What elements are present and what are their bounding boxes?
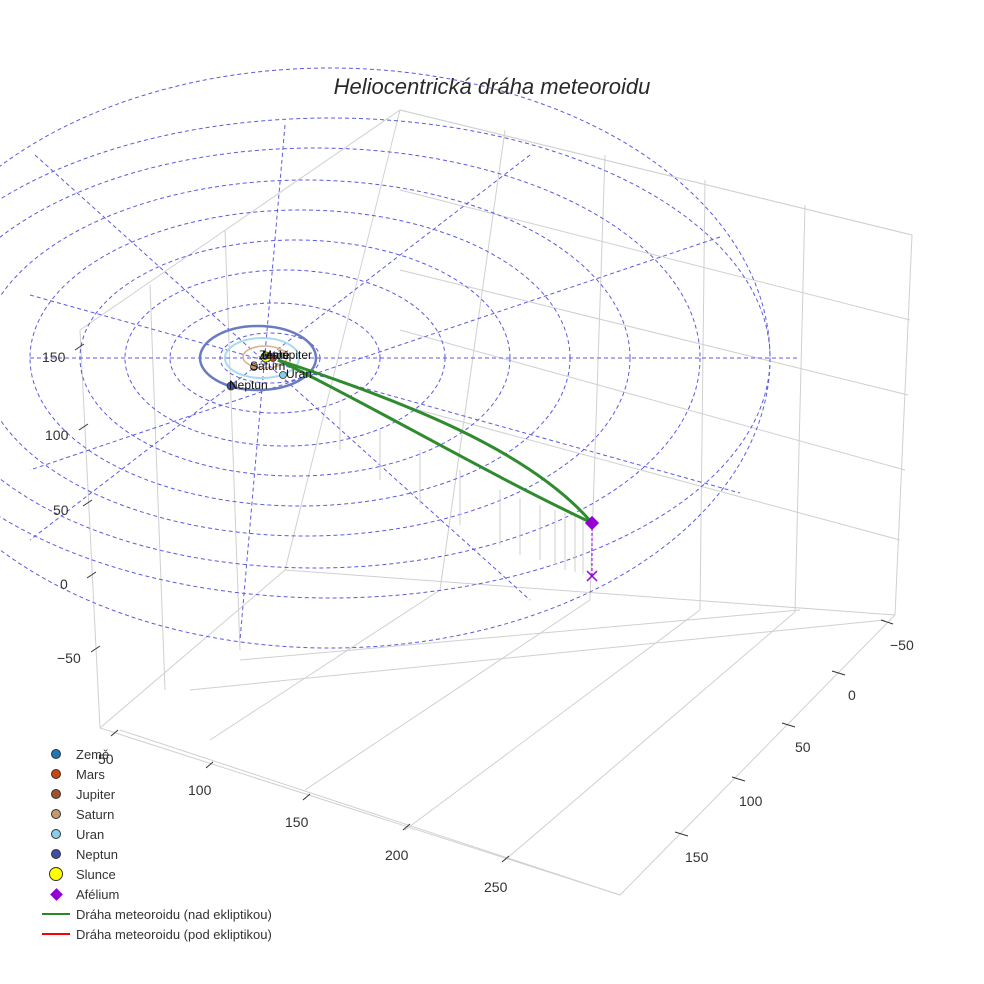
x-axis-labels: 50 100 150 200 250 bbox=[98, 751, 508, 895]
svg-text:50: 50 bbox=[98, 751, 114, 767]
legend-item-orbit-above[interactable]: Dráha meteoroidu (nad ekliptikou) bbox=[36, 904, 272, 924]
legend-item-orbit-below[interactable]: Dráha meteoroidu (pod ekliptikou) bbox=[36, 924, 272, 944]
jupiter-dot-icon bbox=[51, 789, 61, 799]
svg-text:250: 250 bbox=[484, 879, 508, 895]
legend-item-zeme[interactable]: Země bbox=[36, 744, 272, 764]
svg-text:100: 100 bbox=[739, 793, 763, 809]
legend: Země Mars Jupiter Saturn Uran Neptun Slu… bbox=[36, 744, 272, 944]
saturn-dot-icon bbox=[51, 809, 61, 819]
svg-text:100: 100 bbox=[188, 782, 212, 798]
svg-text:200: 200 bbox=[385, 847, 409, 863]
aphelion-marker[interactable] bbox=[584, 515, 600, 531]
chart-title: Heliocentrická dráha meteoroidu bbox=[333, 74, 651, 99]
legend-item-uran[interactable]: Uran bbox=[36, 824, 272, 844]
zeme-dot-icon bbox=[51, 749, 61, 759]
svg-text:150: 150 bbox=[685, 849, 709, 865]
legend-item-mars[interactable]: Mars bbox=[36, 764, 272, 784]
z-axis-labels: 150 100 50 0 −50 bbox=[42, 349, 81, 666]
uran-dot-icon bbox=[51, 829, 61, 839]
axis-grid bbox=[79, 109, 913, 896]
planet-markers[interactable] bbox=[226, 351, 287, 391]
svg-text:−50: −50 bbox=[890, 637, 914, 653]
legend-item-afelium[interactable]: Afélium bbox=[36, 884, 272, 904]
green-line-icon bbox=[42, 913, 70, 915]
svg-text:−50: −50 bbox=[57, 650, 81, 666]
svg-text:0: 0 bbox=[60, 576, 68, 592]
red-line-icon bbox=[42, 933, 70, 935]
svg-text:0: 0 bbox=[848, 687, 856, 703]
legend-item-neptun[interactable]: Neptun bbox=[36, 844, 272, 864]
svg-text:Země: Země bbox=[259, 348, 290, 362]
mars-dot-icon bbox=[51, 769, 61, 779]
x-axis-ticks bbox=[110, 729, 510, 863]
sun-dot-icon bbox=[49, 867, 63, 881]
svg-text:50: 50 bbox=[53, 502, 69, 518]
planet-orbits bbox=[198, 324, 318, 392]
svg-text:150: 150 bbox=[42, 349, 66, 365]
neptun-dot-icon bbox=[51, 849, 61, 859]
svg-text:Mars: Mars bbox=[262, 348, 289, 362]
svg-text:Saturn: Saturn bbox=[250, 359, 285, 373]
planet-labels: Země Mars Jupiter Saturn Uran Neptun bbox=[229, 348, 312, 392]
projection-lines bbox=[339, 410, 584, 574]
y-axis-labels: −50 0 50 100 150 bbox=[685, 637, 914, 865]
meteoroid-orbit[interactable] bbox=[277, 358, 594, 525]
saturn-marker bbox=[250, 363, 258, 371]
legend-item-jupiter[interactable]: Jupiter bbox=[36, 784, 272, 804]
svg-text:150: 150 bbox=[285, 814, 309, 830]
svg-text:100: 100 bbox=[45, 427, 69, 443]
aphelion-projection-icon bbox=[586, 570, 598, 582]
svg-text:Uran: Uran bbox=[286, 367, 312, 381]
uran-marker bbox=[279, 371, 287, 379]
legend-item-saturn[interactable]: Saturn bbox=[36, 804, 272, 824]
zeme-marker bbox=[262, 354, 268, 360]
y-axis-ticks bbox=[674, 619, 894, 837]
ecliptic-grid bbox=[0, 67, 800, 649]
svg-text:50: 50 bbox=[795, 739, 811, 755]
diamond-icon bbox=[49, 887, 63, 901]
neptun-marker bbox=[226, 381, 236, 391]
svg-text:Neptun: Neptun bbox=[229, 378, 268, 392]
svg-text:Jupiter: Jupiter bbox=[276, 348, 312, 362]
z-axis-ticks bbox=[74, 343, 101, 653]
legend-item-slunce[interactable]: Slunce bbox=[36, 864, 272, 884]
